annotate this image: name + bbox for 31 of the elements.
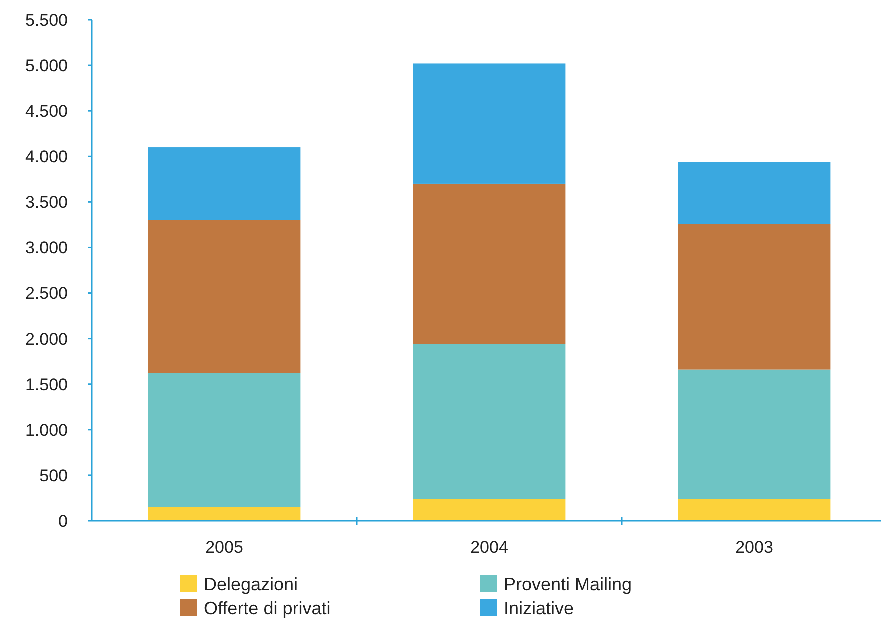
bar (413, 344, 566, 500)
bar (678, 162, 831, 224)
bar (413, 184, 566, 344)
bar (678, 224, 831, 370)
legend-label: Offerte di privati (204, 598, 331, 618)
x-tick-label: 2004 (470, 538, 508, 557)
y-tick-label: 3.500 (25, 193, 68, 212)
legend-label: Proventi Mailing (504, 574, 632, 594)
bar (148, 373, 301, 508)
legend-label: Iniziative (504, 598, 574, 618)
bar (678, 370, 831, 500)
y-tick-label: 0 (58, 512, 68, 531)
bar (148, 220, 301, 374)
y-tick-label: 4.000 (25, 148, 68, 167)
x-tick-label: 2005 (206, 538, 244, 557)
x-tick-label: 2003 (736, 538, 774, 557)
bar (678, 499, 831, 521)
y-tick-label: 2.500 (25, 284, 68, 304)
legend-label: Delegazioni (204, 574, 298, 594)
y-tick-label: 500 (40, 466, 68, 486)
y-tick-label: 5.000 (25, 56, 68, 76)
bar (413, 499, 566, 521)
bar (413, 64, 566, 184)
y-tick-label: 1.500 (25, 375, 68, 394)
y-tick-label: 1.000 (25, 420, 68, 440)
bar (148, 148, 301, 220)
y-tick-label: 2.000 (25, 330, 68, 349)
bar (148, 507, 301, 521)
y-tick-label: 5.500 (25, 10, 68, 30)
y-tick-label: 4.500 (25, 102, 68, 122)
y-tick-label: 3.000 (25, 238, 68, 258)
